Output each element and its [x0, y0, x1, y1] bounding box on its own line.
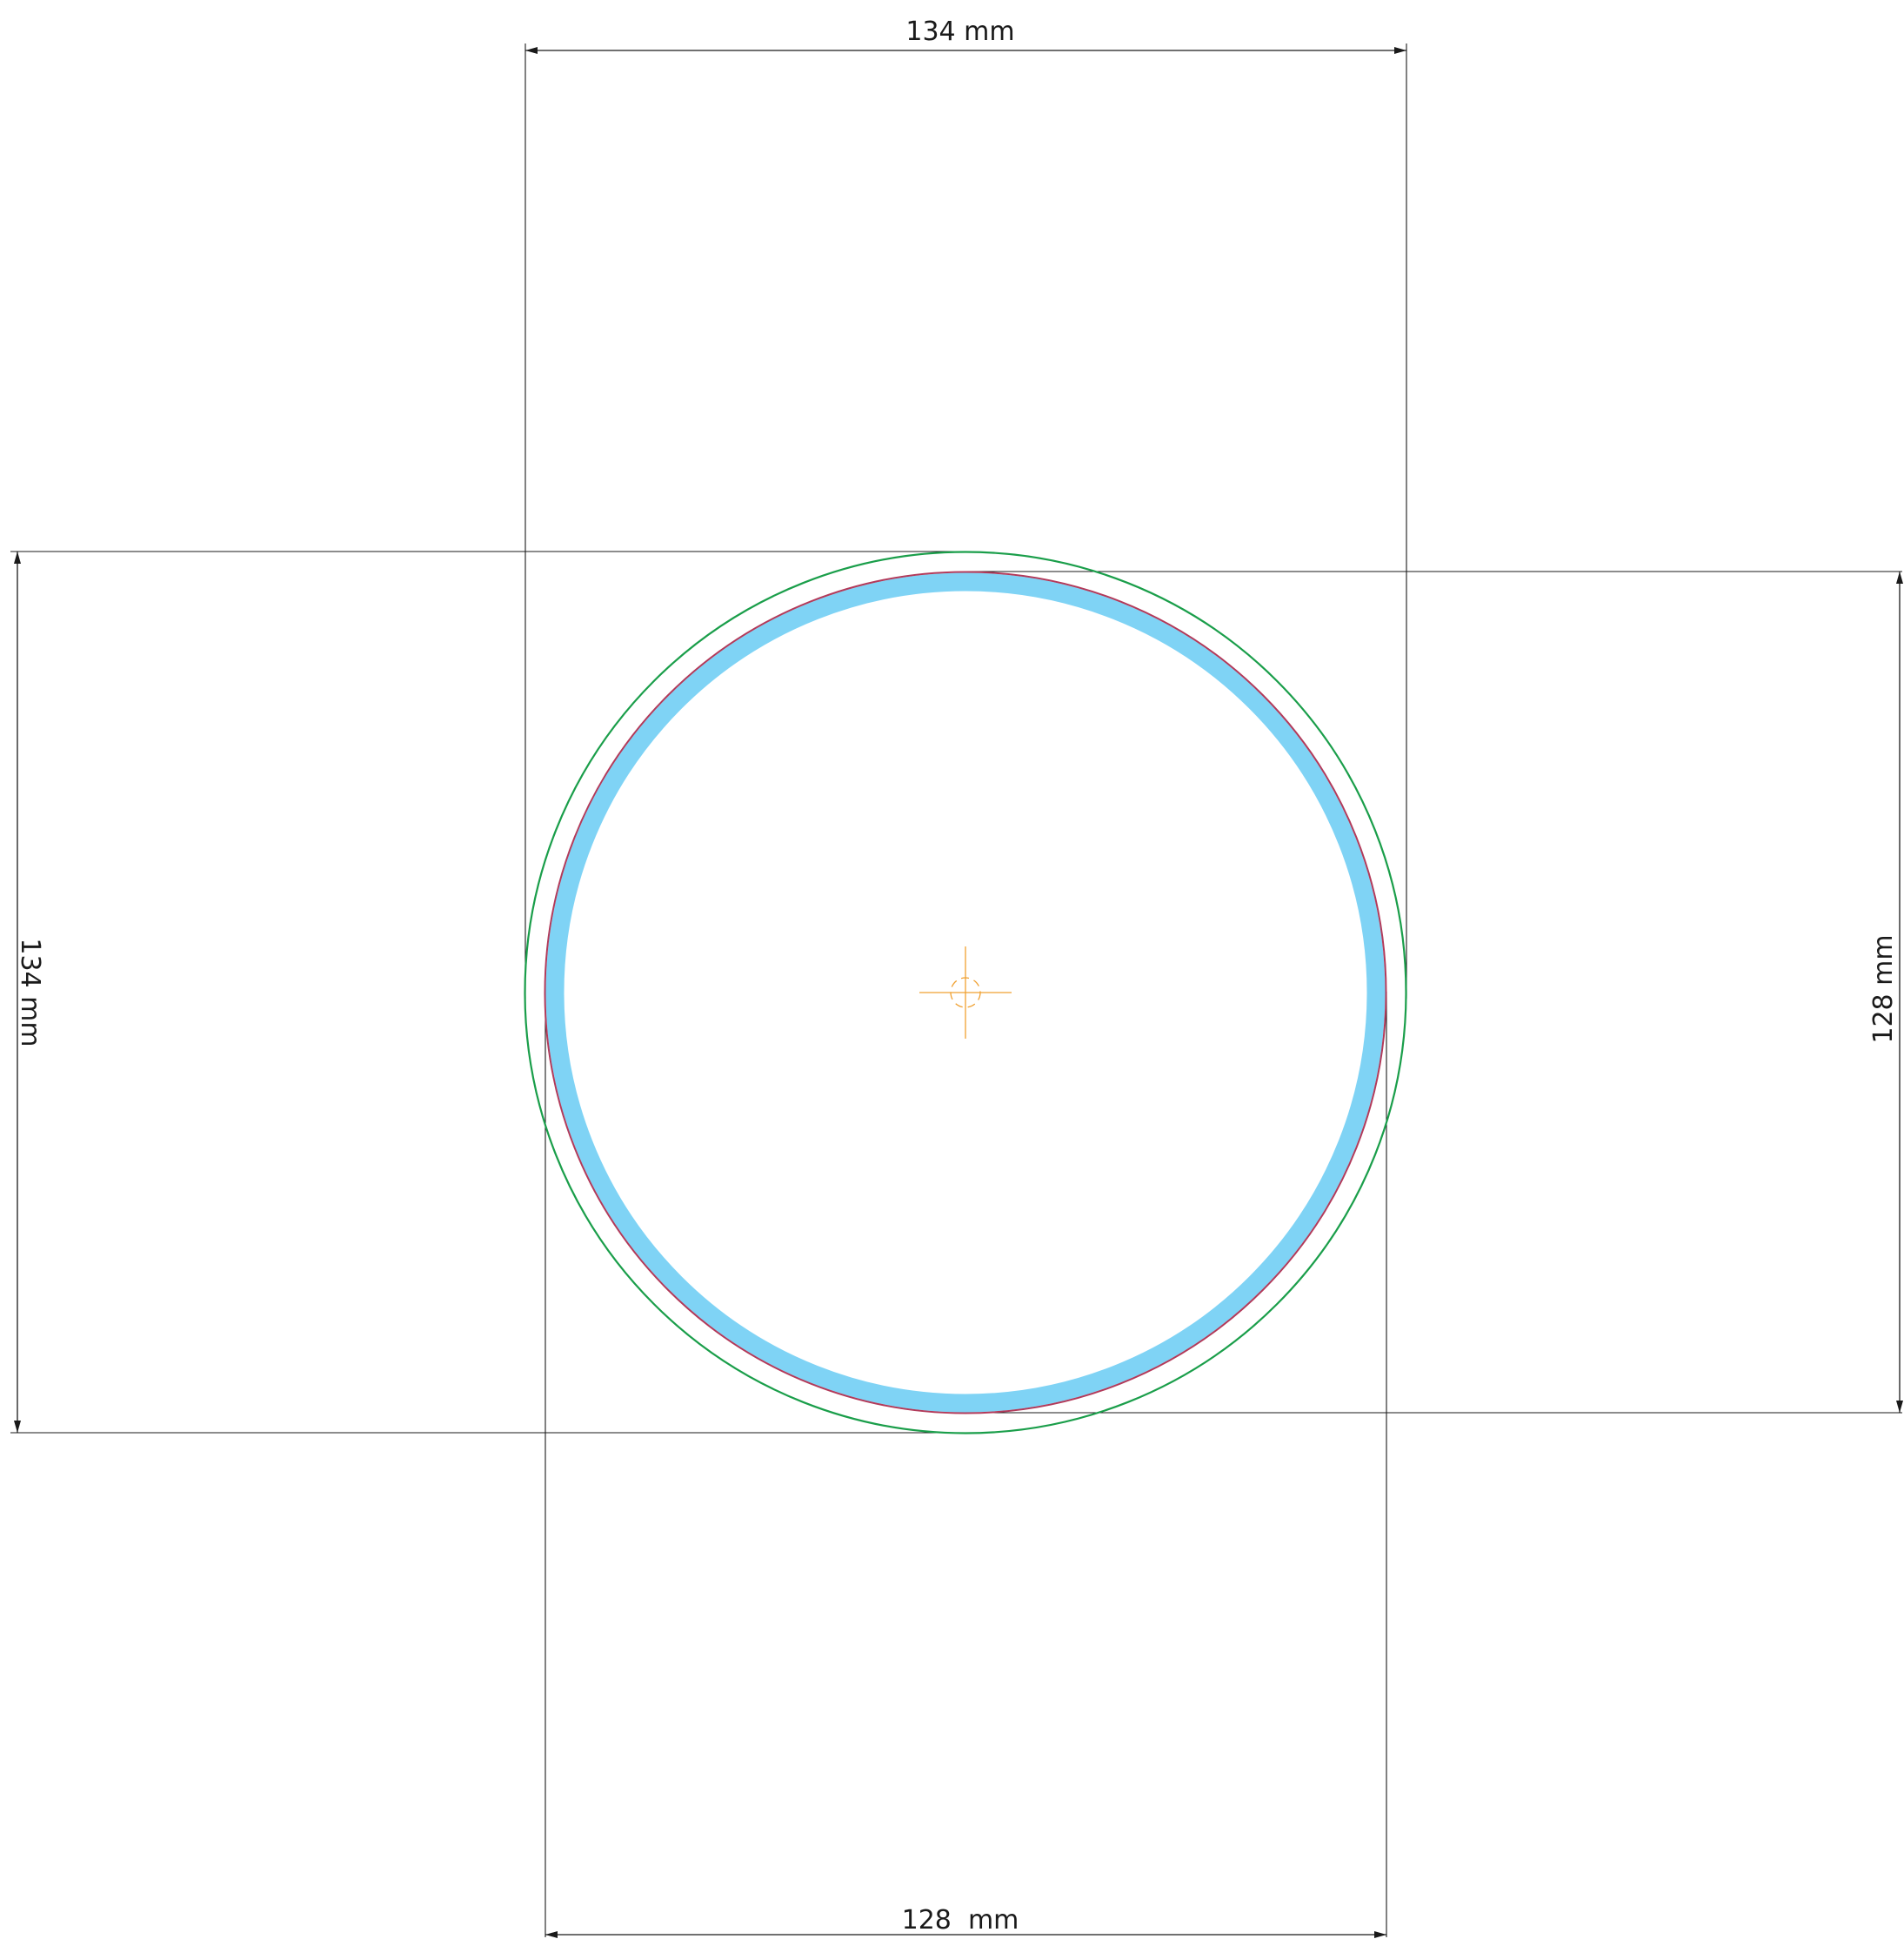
crosshair-icon: [919, 946, 1012, 1039]
extension-lines: [10, 43, 1902, 1937]
arrow-right-bottom: [1896, 1401, 1903, 1413]
arrow-top-right: [1394, 47, 1406, 54]
safe-zone-band: [545, 572, 1386, 1413]
arrow-bottom-right: [1374, 1931, 1386, 1938]
cut-line-circle: [544, 571, 1387, 1414]
dimension-right: 128 mm: [1868, 572, 1903, 1413]
arrow-top-left: [525, 47, 538, 54]
dimension-label-top: 134 mm: [905, 17, 1014, 47]
circle-group: [524, 551, 1407, 1434]
dimension-label-right: 128 mm: [1868, 934, 1899, 1043]
dimension-left: 134 mm: [14, 552, 45, 1433]
dimension-label-bottom: 128 mm: [902, 1905, 1019, 1936]
dimension-bottom: 128 mm: [545, 1905, 1386, 1938]
arrow-left-bottom: [14, 1421, 21, 1433]
arrow-bottom-left: [545, 1931, 558, 1938]
arrow-left-top: [14, 552, 21, 564]
dimension-top: 134 mm: [525, 17, 1406, 54]
dimension-label-left: 134 mm: [15, 938, 45, 1046]
arrow-right-top: [1896, 572, 1903, 584]
bleed-circle: [524, 551, 1407, 1434]
